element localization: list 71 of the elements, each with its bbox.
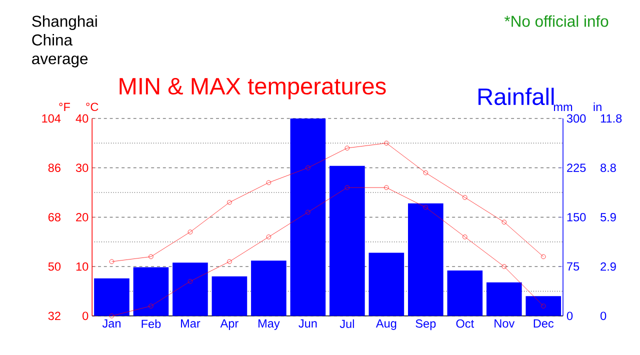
text: Rainfall — [478, 88, 554, 105]
bar — [447, 270, 483, 316]
bar — [290, 118, 326, 316]
x-tick-label: May — [258, 319, 280, 330]
x-tick-label: Jun — [298, 319, 317, 328]
bar — [486, 282, 522, 316]
point — [266, 180, 272, 185]
text: 0 — [600, 312, 606, 320]
point — [423, 204, 428, 210]
point — [502, 264, 507, 269]
point — [384, 185, 389, 190]
y-axis-title: °C — [86, 102, 98, 111]
text: *No official info — [504, 15, 608, 27]
point — [344, 146, 350, 150]
point — [188, 229, 193, 234]
point — [227, 200, 232, 205]
y-tick-label: 10 — [76, 262, 88, 271]
text: Shanghai China average — [32, 15, 97, 68]
y-tick-label: 0 — [82, 312, 88, 320]
y2-axis-title: mm — [554, 104, 572, 111]
y3-tick-label: 32 — [48, 312, 60, 320]
bar — [94, 278, 130, 316]
point — [148, 254, 154, 259]
x-tick-label: Oct — [456, 319, 474, 328]
x-tick-label: Jan — [102, 319, 120, 328]
y3-tick-label: 50 — [48, 262, 61, 271]
bar — [408, 203, 444, 316]
x-tick-label: Jul — [340, 319, 354, 328]
y-tick-label: 30 — [76, 163, 88, 172]
y3-tick-label: 68 — [48, 212, 60, 222]
point — [306, 210, 310, 214]
text: 2.9 — [600, 262, 616, 271]
bar — [330, 166, 365, 316]
point — [344, 185, 350, 190]
x-tick-label: Mar — [181, 319, 200, 328]
y-tick-label: 40 — [76, 114, 88, 122]
y3-tick-label: 104 — [42, 114, 61, 122]
y2-tick-label: 150 — [567, 212, 586, 222]
point — [502, 220, 507, 224]
x-tick-label: Feb — [142, 319, 161, 328]
text: in — [594, 102, 602, 111]
bar — [172, 262, 208, 316]
point — [423, 170, 428, 175]
x-tick-label: Aug — [376, 319, 396, 330]
point — [462, 194, 468, 200]
y-tick-label: 20 — [76, 212, 88, 222]
y3-tick-label: 86 — [48, 163, 60, 172]
point — [384, 140, 389, 146]
bar — [368, 252, 404, 316]
y2-tick-label: 0 — [566, 312, 573, 320]
x-tick-label: Nov — [494, 319, 515, 328]
text: 8.8 — [600, 163, 616, 172]
bar — [251, 260, 286, 316]
x-tick-label: Apr — [220, 319, 238, 330]
point — [266, 234, 272, 240]
x-tick-label: Dec — [534, 319, 554, 328]
y3-axis-title: °F — [59, 102, 70, 111]
point — [306, 165, 310, 170]
bar — [133, 267, 169, 316]
x-tick-label: Sep — [416, 319, 436, 330]
point — [188, 278, 193, 284]
text: 11.8 — [600, 114, 622, 122]
point — [148, 303, 154, 308]
y2-tick-label: 75 — [567, 262, 580, 270]
text: 5.9 — [600, 212, 616, 222]
bar — [212, 276, 248, 316]
chart-title: MIN & MAX temperatures — [120, 78, 386, 100]
point — [462, 234, 468, 240]
point — [227, 259, 232, 264]
y2-tick-label: 300 — [566, 114, 586, 122]
y2-tick-label: 225 — [567, 163, 586, 172]
